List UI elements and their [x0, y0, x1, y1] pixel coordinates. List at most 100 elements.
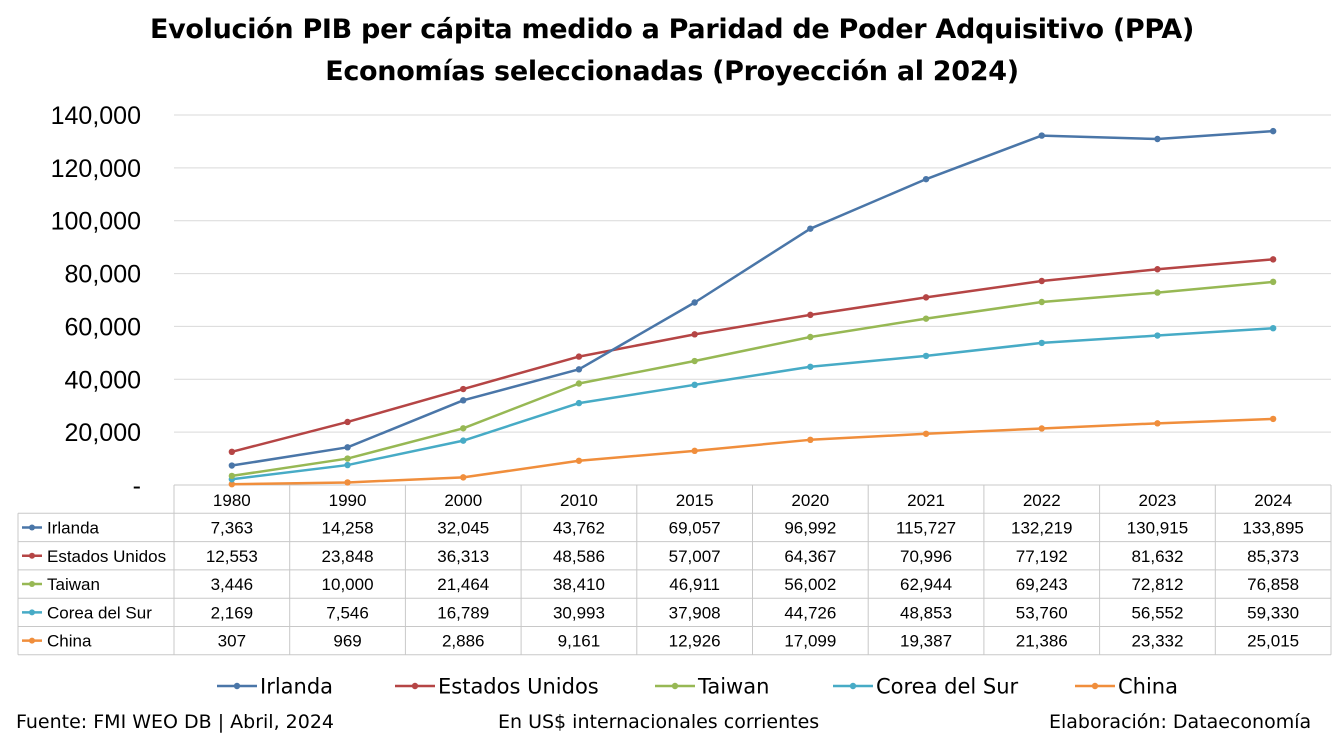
x-tick-label: 1990	[329, 491, 367, 510]
table-legend-key-marker	[29, 609, 35, 616]
data-point	[1269, 324, 1277, 332]
data-label: 23,332	[1131, 632, 1183, 651]
data-point	[575, 353, 583, 360]
data-label: 2,886	[442, 632, 485, 651]
data-label: 23,848	[322, 547, 374, 566]
series-line	[231, 129, 1274, 467]
data-label: 21,464	[437, 575, 489, 594]
footer-source: Fuente: FMI WEO DB | Abril, 2024	[16, 711, 334, 733]
data-point	[460, 397, 467, 404]
data-label: 81,632	[1131, 547, 1183, 566]
data-point	[228, 448, 236, 456]
y-tick-label: 60,000	[65, 313, 141, 341]
chart-title: Evolución PIB per cápita medido a Parida…	[149, 14, 1195, 45]
data-point	[460, 385, 467, 393]
legend-label: Taiwan	[697, 675, 769, 699]
data-label: 70,996	[900, 547, 952, 566]
data-label: 307	[218, 632, 246, 651]
data-label: 9,161	[558, 632, 601, 651]
data-label: 16,789	[437, 603, 489, 622]
data-point	[1154, 332, 1161, 339]
table-series-label: Estados Unidos	[47, 547, 166, 566]
data-label: 14,258	[322, 518, 374, 537]
table-series-label: Irlanda	[47, 518, 100, 537]
table-legend-key-marker	[29, 524, 35, 531]
series-line	[231, 280, 1274, 478]
data-label: 69,243	[1016, 575, 1068, 594]
data-point	[1038, 277, 1045, 285]
x-tick-label: 2010	[560, 491, 598, 510]
data-point	[691, 331, 698, 338]
data-label: 10,000	[322, 575, 374, 594]
data-label: 76,858	[1247, 575, 1299, 594]
chart-subtitle: Economías seleccionadas (Proyección al 2…	[325, 56, 1019, 87]
legend-marker	[1091, 682, 1099, 690]
data-label: 132,219	[1011, 518, 1072, 537]
data-point	[807, 333, 814, 341]
data-point	[691, 357, 698, 365]
data-point	[1269, 415, 1277, 423]
data-point	[575, 457, 583, 464]
y-tick-label: 20,000	[65, 419, 141, 447]
data-point	[922, 430, 930, 437]
data-label: 130,915	[1127, 518, 1188, 537]
data-point	[1038, 298, 1045, 306]
data-label: 19,387	[900, 632, 952, 651]
data-label: 133,895	[1242, 518, 1303, 537]
x-tick-label: 2024	[1254, 491, 1292, 510]
y-tick-label: 120,000	[51, 155, 141, 183]
data-point	[344, 461, 351, 469]
data-point	[344, 444, 351, 451]
legend-label: Estados Unidos	[438, 675, 599, 699]
data-point	[344, 479, 351, 486]
data-label: 62,944	[900, 575, 952, 594]
legend-marker	[671, 682, 679, 690]
series-line	[231, 326, 1274, 481]
data-point	[460, 425, 467, 432]
data-label: 115,727	[896, 518, 956, 537]
data-point	[344, 455, 351, 462]
data-point	[1269, 256, 1277, 263]
data-label: 25,015	[1247, 632, 1299, 651]
legend-marker	[411, 682, 419, 690]
footer-units: En US$ internacionales corrientes	[498, 711, 820, 733]
y-tick-label: -	[133, 472, 141, 500]
table-series-label: Taiwan	[47, 575, 100, 594]
data-point	[575, 399, 583, 407]
data-point	[922, 315, 930, 322]
data-point	[1038, 339, 1045, 347]
x-tick-label: 2000	[444, 491, 482, 510]
footer-credit: Elaboración: Dataeconomía	[1049, 711, 1312, 733]
data-point	[922, 352, 930, 360]
data-point	[1154, 420, 1161, 427]
data-label: 53,760	[1016, 603, 1068, 622]
table-legend-key-marker	[29, 637, 35, 644]
data-label: 48,586	[553, 547, 605, 566]
data-label: 85,373	[1247, 547, 1299, 566]
data-label: 48,853	[900, 603, 952, 622]
data-label: 56,002	[784, 575, 836, 594]
x-tick-label: 2020	[791, 491, 829, 510]
data-label: 7,546	[326, 603, 369, 622]
data-label: 64,367	[784, 547, 836, 566]
data-point	[807, 311, 814, 319]
legend-label: China	[1118, 675, 1178, 699]
data-label: 77,192	[1016, 547, 1068, 566]
data-point	[1269, 278, 1277, 286]
data-point	[807, 225, 814, 232]
data-point	[922, 294, 930, 301]
data-label: 72,812	[1131, 575, 1183, 594]
table-legend-key-marker	[29, 552, 35, 559]
data-label: 30,993	[553, 603, 605, 622]
legend-marker	[233, 682, 241, 690]
data-label: 3,446	[211, 575, 254, 594]
data-label: 36,313	[437, 547, 489, 566]
data-point	[922, 175, 930, 183]
data-point	[691, 447, 698, 455]
data-point	[1154, 135, 1161, 143]
x-tick-label: 2021	[907, 491, 945, 510]
table-legend-key-marker	[29, 581, 35, 588]
data-point	[228, 472, 236, 480]
data-label: 43,762	[553, 518, 605, 537]
data-label: 17,099	[784, 632, 836, 651]
